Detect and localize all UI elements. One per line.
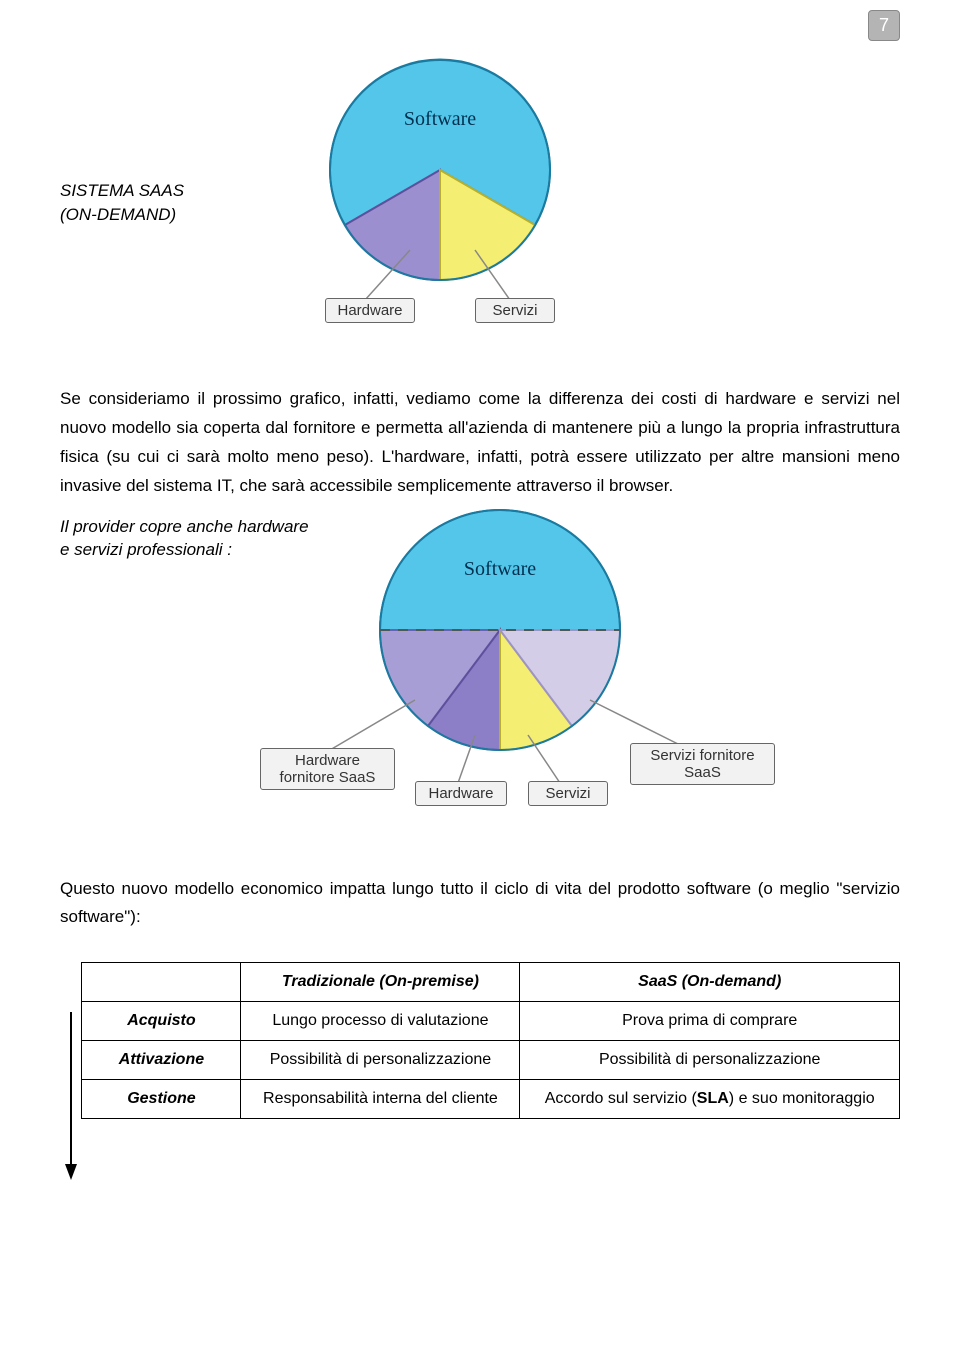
row-label-gestione: Gestione	[82, 1080, 241, 1119]
chart2-row: Il provider copre anche hardware e servi…	[60, 515, 900, 835]
chart1-box-servizi: Servizi	[475, 298, 555, 323]
chart1-caption: SISTEMA SAAS (ON-DEMAND)	[60, 179, 280, 227]
chart2-leader-servsaas	[590, 700, 680, 745]
paragraph-1: Se consideriamo il prossimo grafico, inf…	[60, 385, 900, 501]
row-label-acquisto: Acquisto	[82, 1002, 241, 1041]
chart2-leader-hwsaas	[330, 700, 415, 750]
chart1-row: SISTEMA SAAS (ON-DEMAND) Software	[60, 50, 900, 355]
chart1: Software Hardware Servizi	[280, 50, 620, 355]
cell-attivazione-trad: Possibilità di personalizzazione	[241, 1041, 520, 1080]
table-row: Attivazione Possibilità di personalizzaz…	[82, 1041, 900, 1080]
table-corner	[82, 963, 241, 1002]
caption1-line1: SISTEMA SAAS	[60, 181, 184, 200]
lifecycle-arrow	[60, 962, 81, 1182]
table-header-tradizionale: Tradizionale (On-premise)	[241, 963, 520, 1002]
comparison-table: Tradizionale (On-premise) SaaS (On-deman…	[81, 962, 900, 1119]
arrow-head-icon	[65, 1164, 77, 1180]
row-label-attivazione: Attivazione	[82, 1041, 241, 1080]
cell-gestione-saas: Accordo sul servizio (SLA) e suo monitor…	[520, 1080, 900, 1119]
table-row: Gestione Responsabilità interna del clie…	[82, 1080, 900, 1119]
cell-acquisto-saas: Prova prima di comprare	[520, 1002, 900, 1041]
chart1-software-label: Software	[404, 108, 476, 130]
cell-gestione-trad: Responsabilità interna del cliente	[241, 1080, 520, 1119]
table-wrap: Tradizionale (On-premise) SaaS (On-deman…	[60, 962, 900, 1182]
chart2-box-servsaas: Servizi fornitore SaaS	[630, 743, 775, 785]
chart1-box-hardware: Hardware	[325, 298, 415, 323]
chart2-software-label: Software	[464, 558, 536, 580]
caption1-line2: (ON-DEMAND)	[60, 205, 176, 224]
page-number: 7	[868, 10, 900, 41]
paragraph-2: Questo nuovo modello economico impatta l…	[60, 875, 900, 933]
caption2-line2: e servizi professionali :	[60, 540, 232, 559]
chart2-box-hwsaas: Hardware fornitore SaaS	[260, 748, 395, 790]
chart2-box-hw: Hardware	[415, 781, 507, 806]
chart2: Software Hardware fornitore SaaS Hardwar…	[260, 495, 820, 840]
cell-acquisto-trad: Lungo processo di valutazione	[241, 1002, 520, 1041]
table-header-saas: SaaS (On-demand)	[520, 963, 900, 1002]
chart2-box-servizi: Servizi	[528, 781, 608, 806]
cell-attivazione-saas: Possibilità di personalizzazione	[520, 1041, 900, 1080]
table-row: Acquisto Lungo processo di valutazione P…	[82, 1002, 900, 1041]
